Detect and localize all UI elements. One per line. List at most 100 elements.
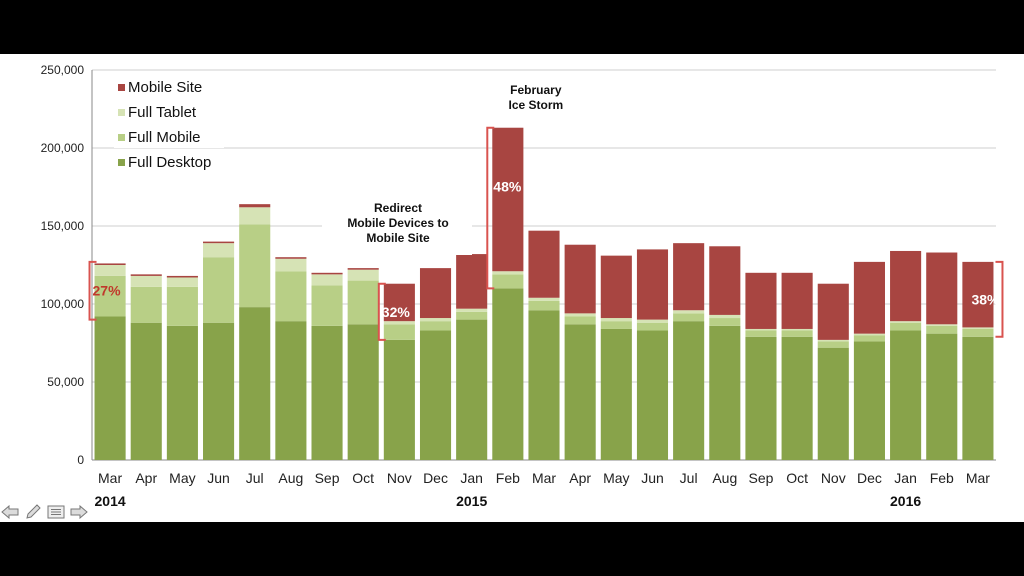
- x-tick-label: Nov: [821, 470, 846, 486]
- legend-bg: [114, 101, 224, 123]
- y-tick-label: 50,000: [47, 375, 84, 389]
- y-tick-label: 0: [77, 453, 84, 467]
- x-tick-label: Jan: [460, 470, 483, 486]
- bar-segment: [817, 339, 849, 342]
- bar-segment: [600, 318, 632, 322]
- x-tick-label: Feb: [496, 470, 520, 486]
- bar-segment: [419, 318, 452, 322]
- x-tick-label: Jan: [894, 470, 917, 486]
- bar-segment: [275, 321, 307, 460]
- bracket: [995, 260, 1004, 338]
- bar-segment: [853, 261, 885, 334]
- x-tick-label: Dec: [423, 470, 448, 486]
- bar-segment: [203, 241, 235, 244]
- year-label: 2016: [890, 493, 921, 509]
- bar-segment: [203, 257, 235, 323]
- bar-segment: [962, 336, 994, 460]
- bar-segment: [781, 336, 813, 460]
- bar-segment: [962, 261, 994, 328]
- bar-segment: [817, 283, 849, 340]
- bar-segment: [166, 275, 198, 278]
- bar-segment: [781, 328, 813, 331]
- year-label: 2014: [95, 493, 126, 509]
- legend-swatch: [118, 159, 125, 166]
- bar-segment: [492, 288, 524, 460]
- bar-segment: [636, 249, 669, 320]
- bar-segment: [203, 322, 235, 460]
- bar-segment: [528, 310, 560, 460]
- bar-segment: [890, 330, 922, 460]
- bracket-label: 38%: [971, 291, 1000, 307]
- bar-segment: [564, 313, 596, 317]
- bar-segment: [347, 269, 379, 281]
- annotation-text: February: [510, 83, 562, 97]
- slide-nav: [0, 502, 89, 522]
- menu-icon[interactable]: [46, 503, 66, 521]
- legend-swatch: [118, 109, 125, 116]
- bar-segment: [166, 277, 198, 287]
- x-tick-label: Aug: [278, 470, 303, 486]
- bar-segment: [853, 335, 885, 342]
- annotation-text: Ice Storm: [508, 98, 563, 112]
- pencil-icon[interactable]: [23, 503, 43, 521]
- bar-segment: [890, 321, 922, 323]
- bar-segment: [456, 319, 488, 460]
- bar-segment: [673, 310, 705, 314]
- bar-segment: [419, 330, 452, 460]
- bar-segment: [311, 285, 343, 326]
- annotation-bg: [322, 199, 472, 255]
- bar-segment: [130, 274, 162, 276]
- bar-segment: [383, 321, 415, 325]
- bar-segment: [456, 254, 488, 309]
- bar-segment: [347, 324, 379, 460]
- bar-segment: [853, 341, 885, 460]
- year-label: 2015: [456, 493, 487, 509]
- bar-segment: [166, 325, 198, 460]
- annotation-text: Redirect: [374, 201, 422, 215]
- legend-label: Mobile Site: [128, 79, 202, 96]
- bar-segment: [130, 286, 162, 323]
- legend-label: Full Mobile: [128, 129, 201, 146]
- bar-segment: [600, 255, 632, 319]
- x-tick-label: Sep: [315, 470, 340, 486]
- bar-segment: [275, 257, 307, 259]
- bar-segment: [456, 308, 488, 312]
- bar-segment: [709, 325, 741, 460]
- bar-segment: [636, 322, 669, 331]
- arrow-right-icon[interactable]: [69, 503, 89, 521]
- bar-segment: [419, 268, 452, 319]
- y-tick-label: 250,000: [41, 63, 85, 77]
- bar-segment: [745, 272, 777, 329]
- x-tick-label: Mar: [532, 470, 556, 486]
- x-tick-label: Sep: [748, 470, 773, 486]
- x-tick-label: May: [169, 470, 195, 486]
- bar-segment: [962, 328, 994, 337]
- bar-segment: [636, 319, 669, 323]
- slide: 0 50,000 100,000 150,000 200,000 250,000 Mar Ap…: [0, 54, 1024, 522]
- bar-segment: [383, 324, 415, 340]
- bar-segment: [383, 283, 415, 322]
- bracket-label: 48%: [493, 179, 522, 195]
- x-tick-label: Dec: [857, 470, 882, 486]
- bracket-label: 32%: [382, 304, 411, 320]
- legend-swatch: [118, 84, 125, 91]
- bar-segment: [673, 313, 705, 322]
- arrow-left-icon[interactable]: [0, 503, 20, 521]
- x-tick-label: Nov: [387, 470, 412, 486]
- bar-segment: [130, 275, 162, 287]
- bar-segment: [853, 333, 885, 336]
- y-tick-label: 100,000: [41, 297, 85, 311]
- x-tick-label: Mar: [98, 470, 122, 486]
- bar-segment: [636, 330, 669, 460]
- bracket-label: 27%: [93, 283, 122, 299]
- bar-segment: [926, 324, 958, 326]
- bar-segment: [926, 252, 958, 325]
- legend-swatch: [118, 134, 125, 141]
- bar-segment: [239, 204, 271, 208]
- x-tick-label: Oct: [786, 470, 808, 486]
- bar-segment: [311, 272, 343, 275]
- bar-segment: [383, 339, 415, 460]
- bar-segment: [311, 325, 343, 460]
- bar-segment: [600, 328, 632, 460]
- legend-bg: [114, 76, 224, 98]
